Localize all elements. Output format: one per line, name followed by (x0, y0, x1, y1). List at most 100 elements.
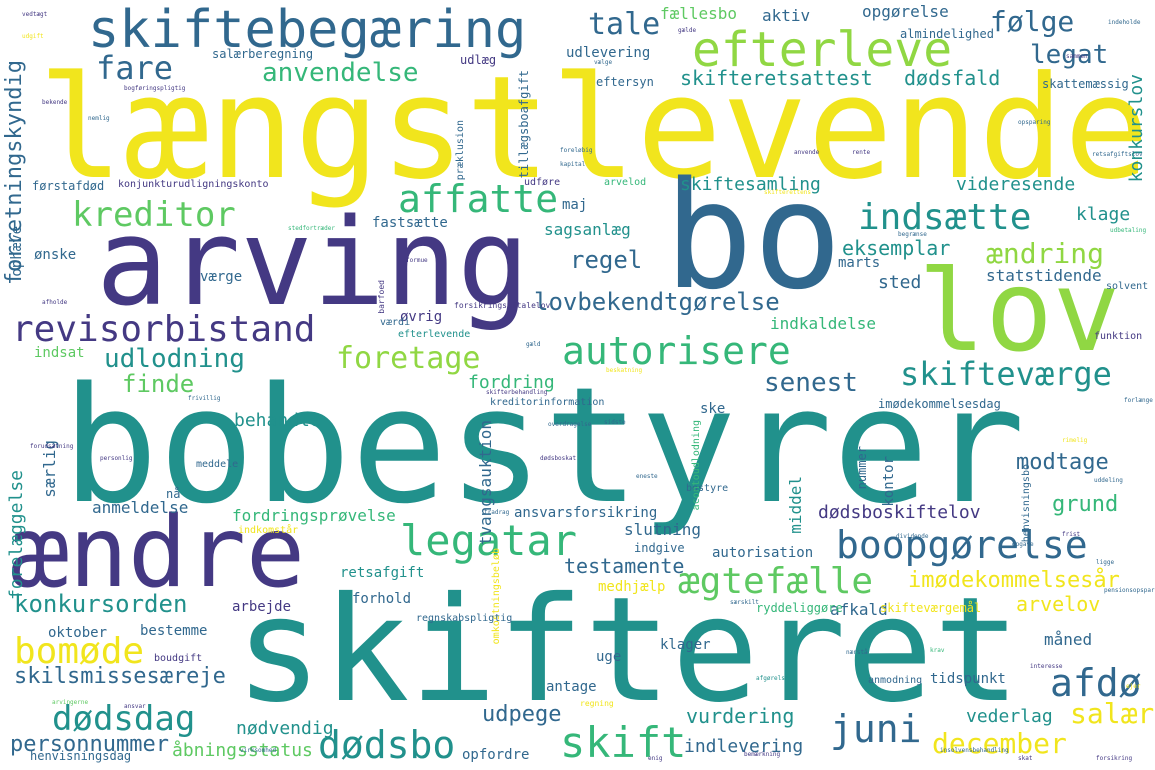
cloud-word: bogføringspligtig (124, 85, 186, 92)
cloud-word: omkostningsbeløb (491, 548, 502, 645)
cloud-word: fællesbo (660, 4, 738, 23)
cloud-word: eksemplar (842, 236, 951, 260)
cloud-word: indlevering (684, 736, 804, 757)
cloud-word: henvisningsbo (1021, 464, 1032, 543)
cloud-word: udgift (22, 33, 44, 40)
cloud-word: juni (830, 707, 922, 751)
cloud-word: december (932, 727, 1067, 760)
cloud-word: senest (764, 368, 858, 398)
cloud-word: vurdering (686, 704, 795, 728)
cloud-word: ske (700, 401, 726, 417)
cloud-word: dødsdag (52, 699, 196, 739)
cloud-word: arving (96, 194, 530, 333)
cloud-word: pensionsopsparing (1104, 587, 1155, 594)
cloud-word: klager (660, 637, 711, 653)
cloud-word: dødsfald (904, 66, 1001, 90)
cloud-word: udlæg (460, 53, 497, 67)
cloud-word: rente (852, 149, 871, 156)
cloud-word: lov (918, 247, 1121, 377)
cloud-word: acontoudlodning (691, 420, 702, 511)
cloud-word: legat (1030, 40, 1109, 70)
cloud-word: dødsboskat (540, 455, 577, 462)
cloud-word: skiftebegæring (88, 0, 527, 60)
cloud-word: afdø (1050, 661, 1142, 705)
cloud-word: konkursorden (14, 590, 188, 618)
cloud-word: konjunkturudligningskonto (118, 179, 269, 190)
cloud-word: forelæggelse (6, 470, 27, 601)
cloud-word: fordring (468, 372, 555, 393)
cloud-word: fare (96, 49, 174, 87)
cloud-word: udpege (482, 702, 562, 727)
cloud-word: tale (588, 7, 661, 42)
cloud-word: indsætte (858, 197, 1032, 238)
cloud-word: åbningsstatus (172, 740, 313, 761)
cloud-word: opgave (1012, 541, 1034, 548)
cloud-word: opsparing (1018, 119, 1051, 126)
cloud-word: tidspunkt (930, 671, 1006, 687)
cloud-word: behandle (234, 410, 321, 431)
cloud-word: fordringsprøvelse (232, 506, 396, 525)
cloud-word: anvendelse (262, 58, 419, 88)
cloud-word: fradrag (484, 509, 510, 516)
cloud-word: rimelig (1062, 437, 1088, 444)
cloud-word: skifteretsattest (680, 66, 873, 90)
cloud-word: henvisningsdag (30, 749, 132, 763)
cloud-word: indkomstår (238, 525, 299, 536)
cloud-word: udlevering (566, 45, 651, 61)
cloud-word: skat (1018, 755, 1033, 762)
cloud-word: arvelod (604, 177, 647, 188)
cloud-word: bobestyrer (62, 352, 1026, 539)
cloud-word: affatte (398, 177, 559, 221)
cloud-word: værge (200, 269, 243, 285)
cloud-word: bomøde (14, 631, 145, 672)
cloud-word: øvrig (400, 309, 443, 325)
cloud-word: forsikring (1096, 755, 1133, 762)
cloud-word: skattemæssig (1042, 77, 1129, 91)
cloud-word: afgørelse (756, 675, 789, 682)
cloud-word: regning (580, 699, 614, 708)
cloud-word: slutning (624, 520, 702, 539)
cloud-word: førstafdød (32, 179, 105, 193)
cloud-word: skiftesamling (680, 174, 821, 195)
cloud-word: imødekommelsesår (908, 568, 1120, 593)
cloud-word: nå (166, 487, 181, 501)
cloud-word: lovbekendtgørelse (534, 288, 780, 316)
cloud-word: eneste (636, 473, 658, 480)
cloud-word: indgive (634, 541, 685, 555)
cloud-word: skifterbehandling (486, 389, 548, 396)
cloud-word: gælde (678, 27, 697, 34)
cloud-word: skift (560, 718, 687, 767)
cloud-word: måned (1044, 630, 1093, 649)
cloud-word: modtage (1016, 450, 1109, 475)
cloud-word: begrænse (898, 231, 927, 238)
cloud-word: sammen (1066, 53, 1088, 60)
cloud-word: opfordre (462, 747, 530, 763)
cloud-word: uddeling (1094, 477, 1123, 484)
cloud-word: anmeldelse (92, 498, 189, 517)
cloud-word: foreløbig (560, 147, 593, 154)
cloud-word: dividende (896, 533, 929, 540)
cloud-word: bemærkning (744, 751, 781, 758)
cloud-word: skifteværge (900, 355, 1112, 393)
cloud-word: skifteret (235, 566, 1021, 735)
cloud-word: udføre (524, 177, 561, 188)
cloud-word: kreditorinformation (490, 397, 605, 408)
cloud-word: barfoed (377, 280, 386, 314)
cloud-word: forlænge (1124, 397, 1153, 404)
cloud-word: uge (596, 649, 622, 665)
cloud-word: vederlag (966, 706, 1053, 727)
cloud-word: aktiv (762, 6, 811, 25)
cloud-word: antage (546, 679, 597, 695)
cloud-word: skilsmissesæreje (14, 664, 226, 689)
cloud-word: forsikringsaftalelov (454, 301, 551, 310)
cloud-word: eftersyn (596, 75, 654, 89)
cloud-word: foretage (336, 341, 481, 376)
cloud-word: indeholde (1108, 19, 1141, 26)
cloud-word: skifterettens (764, 189, 811, 196)
cloud-word: ægtefælle (678, 561, 874, 602)
cloud-word: fastsætte (372, 215, 448, 231)
cloud-word: beskatning (606, 367, 643, 374)
cloud-word: værdi (380, 317, 411, 328)
cloud-word: frivillig (188, 395, 221, 402)
cloud-word: tvangsauktion (476, 420, 495, 546)
